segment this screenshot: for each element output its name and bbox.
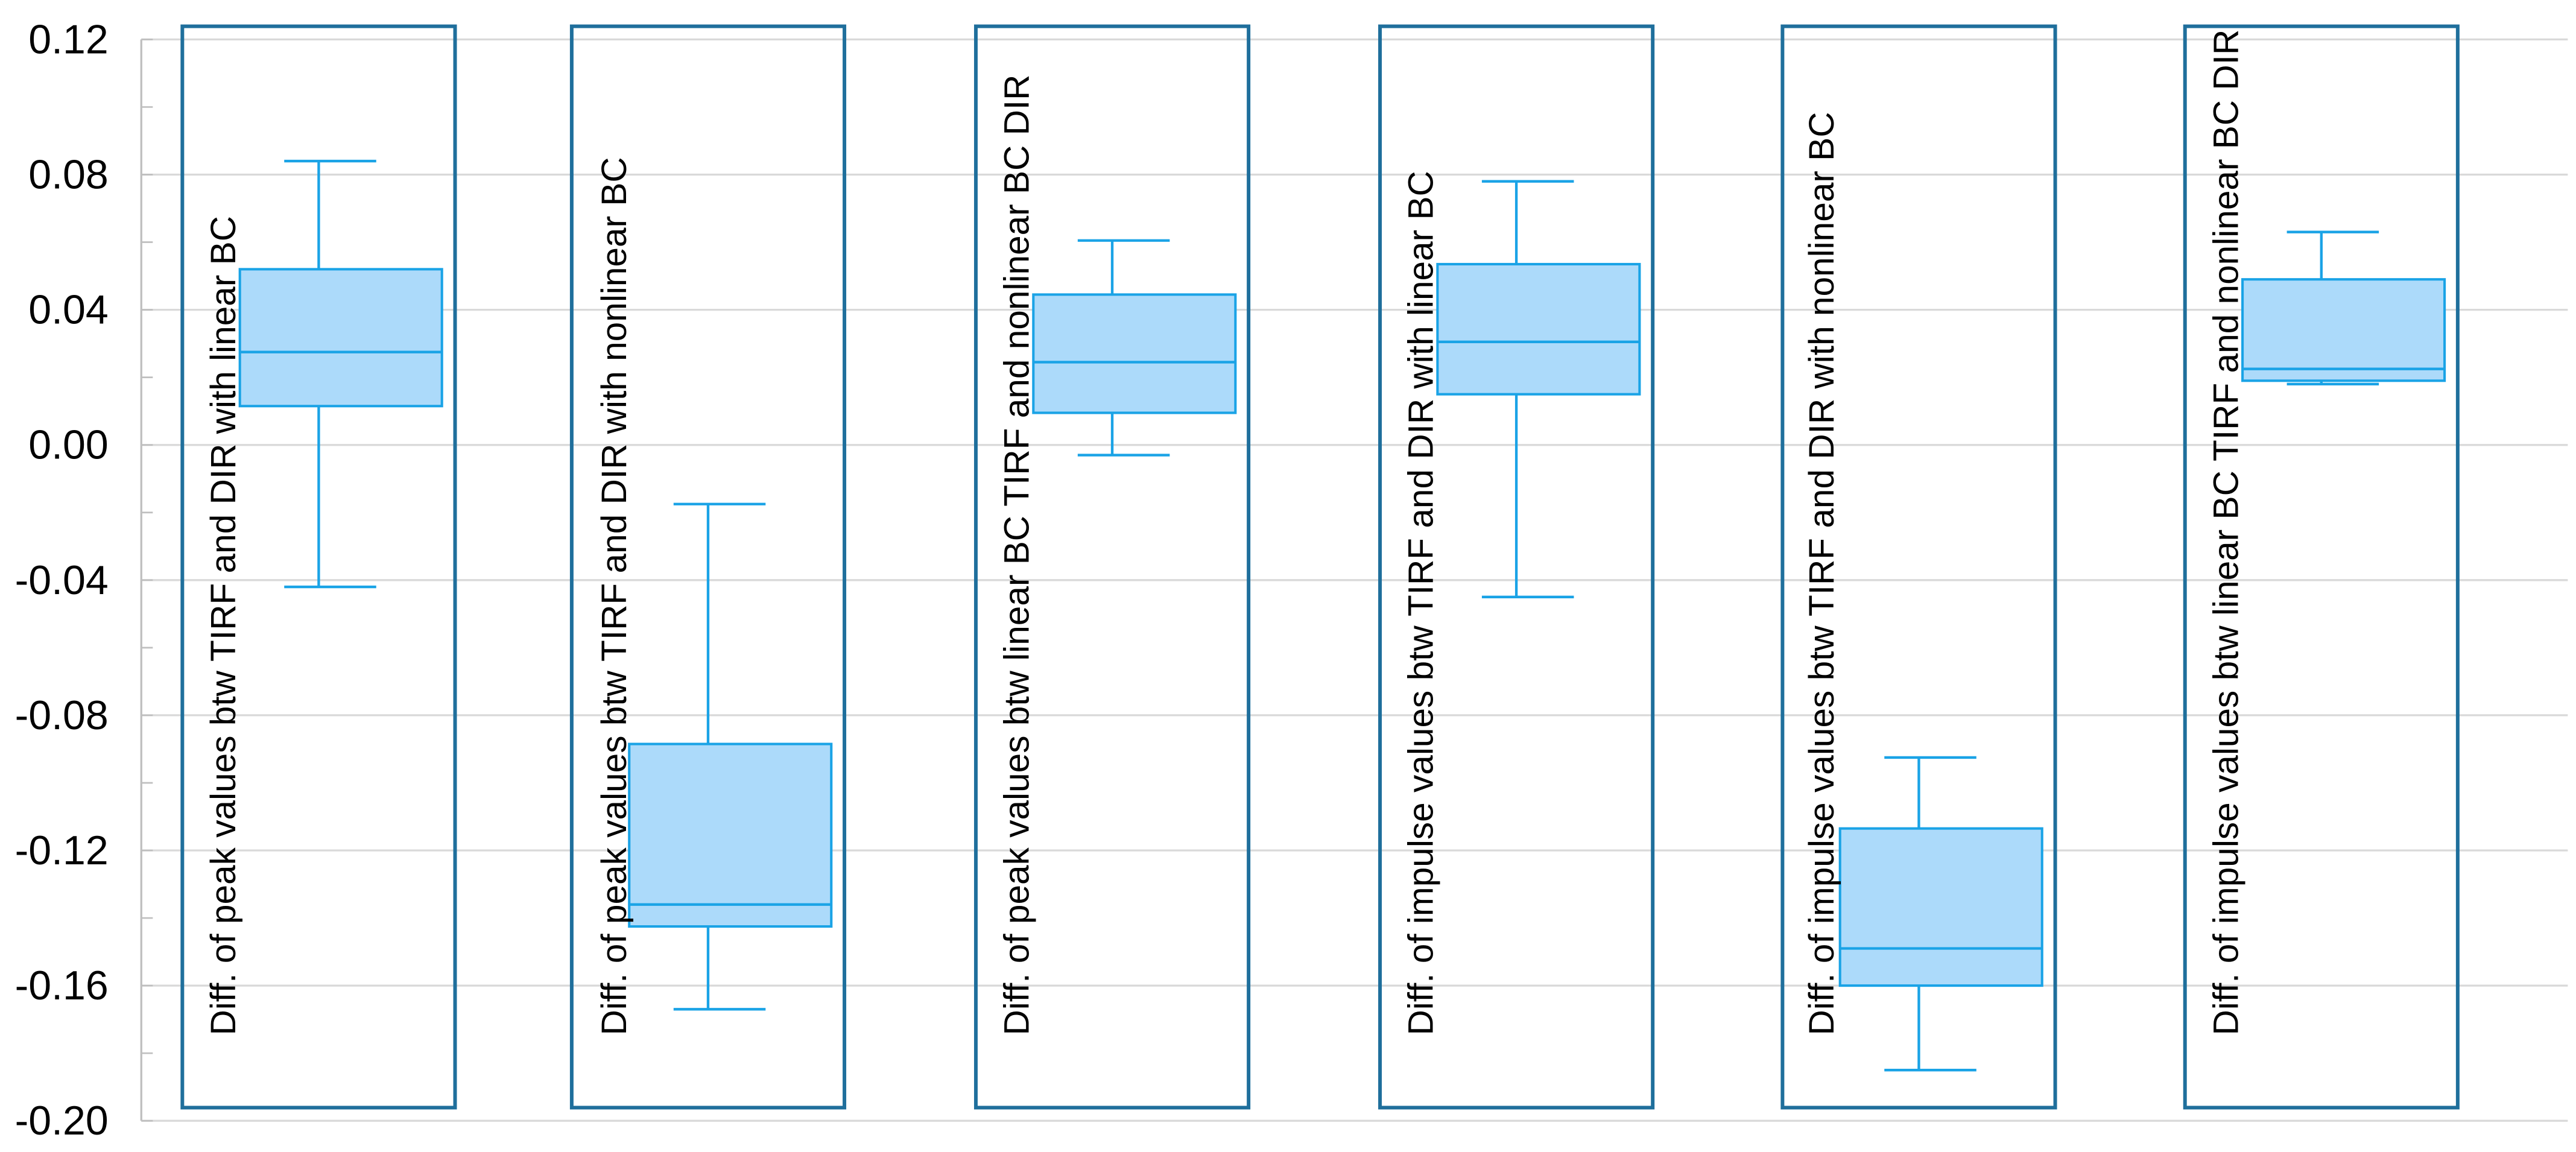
iqr-box (1436, 262, 1641, 396)
gridlines (141, 38, 2568, 1122)
category-label: Diff. of impulse values btw TIRF and DIR… (1402, 171, 1441, 1035)
category-label: Diff. of peak values btw linear BC TIRF … (998, 75, 1037, 1036)
y-tick-label: -0.04 (15, 557, 109, 603)
iqr-box (628, 742, 833, 928)
category-frame (569, 24, 847, 1110)
box-plot (628, 502, 833, 1011)
y-tick-label: 0.00 (28, 422, 109, 468)
y-tick-label: -0.08 (15, 692, 109, 738)
box-plot (1838, 756, 2043, 1072)
iqr-box (1032, 293, 1237, 414)
category-frame (1378, 24, 1655, 1110)
iqr-box (1838, 827, 2043, 987)
category-frames (180, 24, 2460, 1110)
category-label: Diff. of peak values btw TIRF and DIR wi… (595, 157, 634, 1035)
category-frame (180, 24, 457, 1110)
y-tick-label: 0.12 (28, 16, 109, 62)
box-plot (238, 159, 443, 589)
y-tick-label: -0.20 (15, 1098, 109, 1144)
box-plot (2241, 230, 2446, 386)
box-plot (1436, 180, 1641, 599)
y-tick-label: 0.08 (28, 151, 109, 197)
iqr-box (2241, 278, 2446, 382)
y-tick-label: -0.12 (15, 828, 109, 873)
category-label: Diff. of peak values btw TIRF and DIR wi… (204, 216, 243, 1036)
y-tick-label: -0.16 (15, 963, 109, 1008)
box-plot (1032, 239, 1237, 457)
category-frame (973, 24, 1251, 1110)
y-tick-label: 0.04 (28, 287, 109, 333)
y-axis: 0.12 0.08 0.04 0.00 -0.04 -0.08 -0.12 -0.16 -0.2… (15, 16, 153, 1144)
boxes (238, 159, 2446, 1072)
category-label: Diff. of impulse values btw linear BC TI… (2206, 30, 2245, 1036)
iqr-box (238, 268, 443, 408)
category-frame (1780, 24, 2057, 1110)
category-labels: Diff. of peak values btw TIRF and DIR wi… (204, 30, 2245, 1036)
category-frame (2183, 24, 2460, 1110)
category-label: Diff. of impulse values btw TIRF and DIR… (1802, 112, 1841, 1035)
